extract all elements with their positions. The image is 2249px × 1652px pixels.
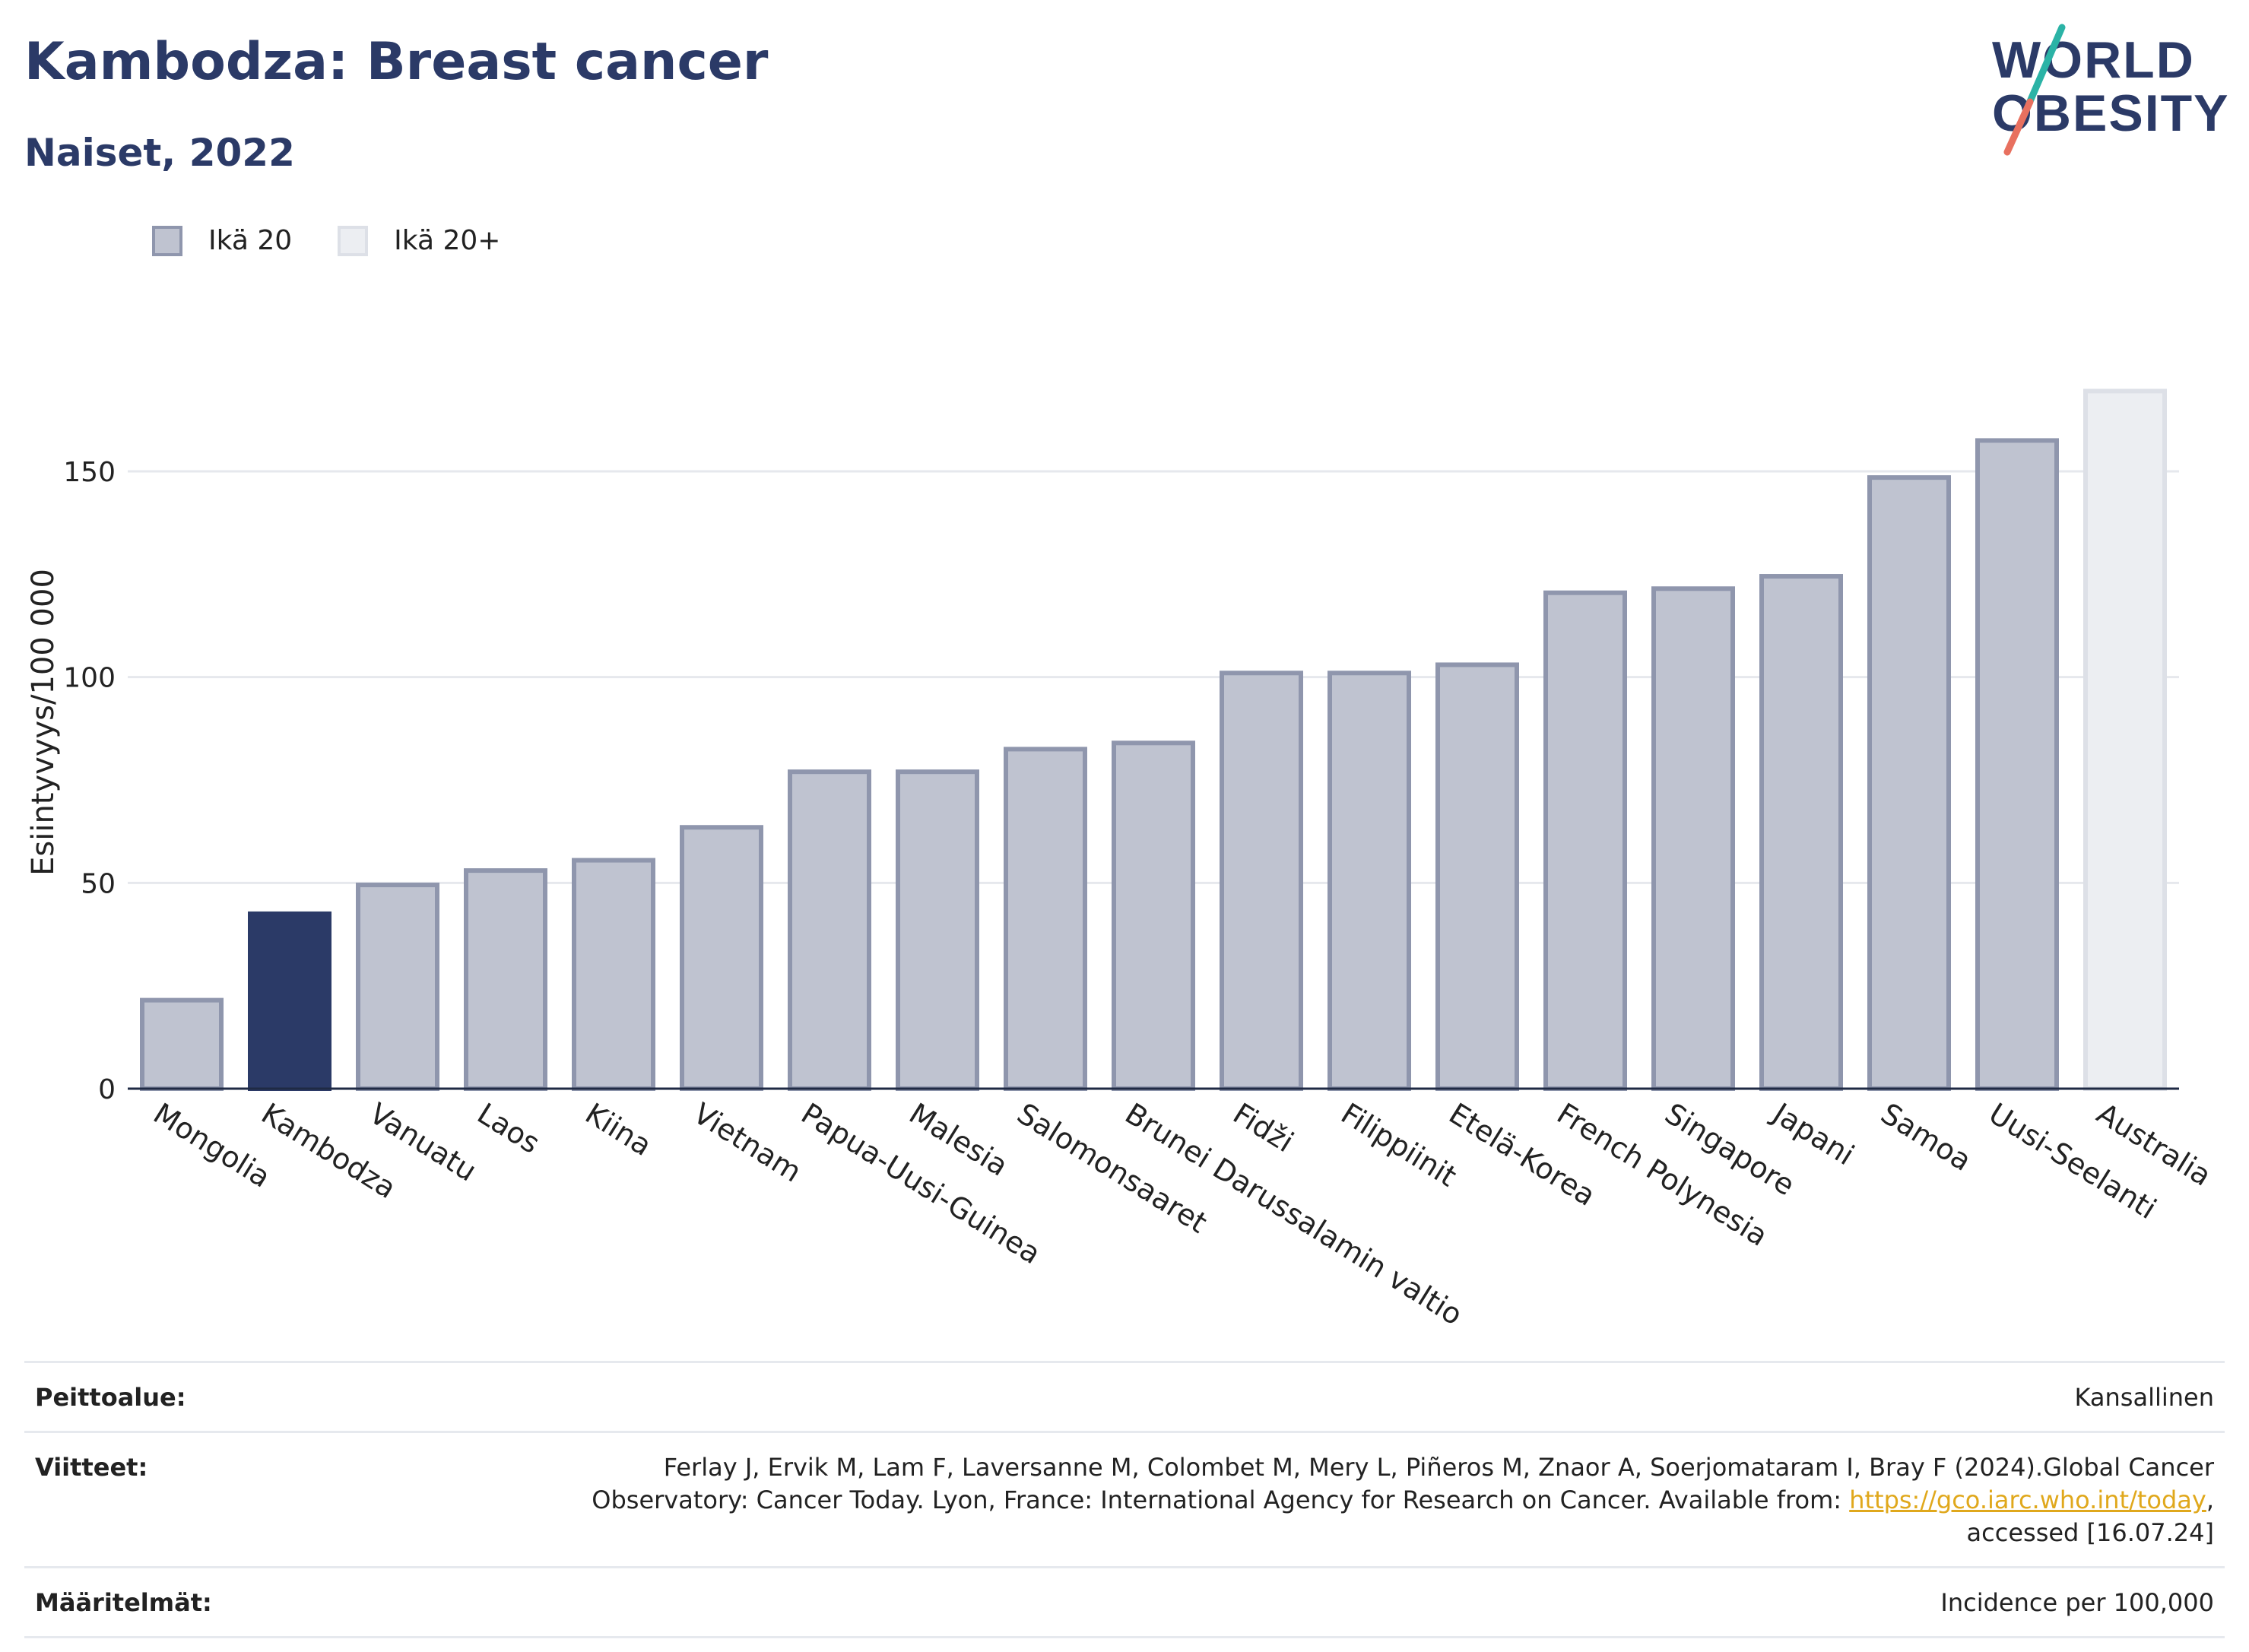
x-tick-label: Laos (471, 1096, 546, 1160)
bar-French Polynesia (1543, 590, 1627, 1091)
chart-title: Kambodza: Breast cancer (24, 32, 769, 92)
bar-Kiina (572, 858, 655, 1092)
bar-Uusi-Seelanti (1975, 438, 2059, 1091)
references-text: Ferlay J, Ervik M, Lam F, Laversanne M, … (592, 1453, 2214, 1514)
x-tick-label: Fidži (1227, 1096, 1299, 1159)
y-tick-label: 50 (81, 868, 116, 899)
bar-Samoa (1867, 475, 1951, 1091)
y-tick-label: 150 (63, 457, 116, 488)
y-tick-label: 100 (63, 663, 116, 694)
coverage-label: Peittoalue: (35, 1383, 186, 1412)
bar-Papua-Uusi-Guinea (788, 769, 871, 1091)
bar-Japani (1759, 574, 1843, 1091)
definitions-label: Määritelmät: (35, 1588, 212, 1617)
bar-Laos (464, 868, 547, 1092)
chart-legend: Ikä 20 Ikä 20+ (152, 225, 500, 256)
bar-Fidži (1220, 671, 1303, 1091)
legend-item-age-20[interactable]: Ikä 20 (152, 225, 292, 256)
bar-Singapore (1651, 586, 1735, 1091)
bar-Salomonsaaret (1004, 747, 1087, 1092)
bar-Vietnam (680, 825, 763, 1091)
legend-swatch-age-20 (152, 225, 182, 256)
references-link[interactable]: https://gco.iarc.who.int/today (1849, 1486, 2206, 1514)
definitions-value: Incidence per 100,000 (1940, 1588, 2214, 1617)
y-axis-title: Esiintyvyys/100 000 (26, 569, 61, 876)
logo-slash-teal (2025, 24, 2066, 109)
bar-Kambodza (248, 911, 331, 1092)
logo-slash-coral (2003, 98, 2034, 156)
x-tick-label: Samoa (1875, 1096, 1977, 1178)
bar-Filippiinit (1328, 671, 1411, 1091)
chart-footer: Peittoalue: Kansallinen Viitteet: Ferlay… (24, 1361, 2225, 1638)
x-tick-label: Vietnam (687, 1096, 807, 1188)
world-obesity-logo: WORLD OBESITY (1992, 24, 2228, 156)
bar-Mongolia (140, 997, 224, 1091)
legend-item-age-20-plus[interactable]: Ikä 20+ (338, 225, 500, 256)
x-tick-label: Salomonsaaret (1011, 1096, 1213, 1239)
footer-row-references: Viitteet: Ferlay J, Ervik M, Lam F, Lave… (24, 1431, 2225, 1566)
footer-row-coverage: Peittoalue: Kansallinen (24, 1361, 2225, 1431)
x-tick-label: Mongolia (148, 1096, 276, 1194)
bar-Etelä-Korea (1435, 662, 1519, 1091)
bar-Vanuatu (356, 883, 439, 1092)
coverage-value: Kansallinen (2074, 1383, 2214, 1412)
bar-Australia (2083, 388, 2167, 1091)
references-label: Viitteet: (35, 1453, 148, 1482)
legend-label-age-20: Ikä 20 (208, 225, 293, 256)
x-tick-label: Kiina (579, 1096, 658, 1162)
logo-line1: WORLD (1992, 31, 2195, 89)
references-text-block: Ferlay J, Ervik M, Lam F, Laversanne M, … (541, 1451, 2214, 1549)
y-tick-label: 0 (98, 1074, 116, 1105)
legend-label-age-20-plus: Ikä 20+ (394, 225, 501, 256)
legend-swatch-age-20-plus (338, 225, 369, 256)
footer-row-definitions: Määritelmät: Incidence per 100,000 (24, 1566, 2225, 1638)
chart-subtitle: Naiset, 2022 (24, 131, 295, 175)
references-suffix: , accessed [16.07.24] (1966, 1486, 2214, 1547)
bar-Brunei Darussalamin valtio (1112, 740, 1195, 1092)
x-tick-label: Filippiinit (1335, 1096, 1462, 1193)
bar-Malesia (896, 769, 979, 1091)
